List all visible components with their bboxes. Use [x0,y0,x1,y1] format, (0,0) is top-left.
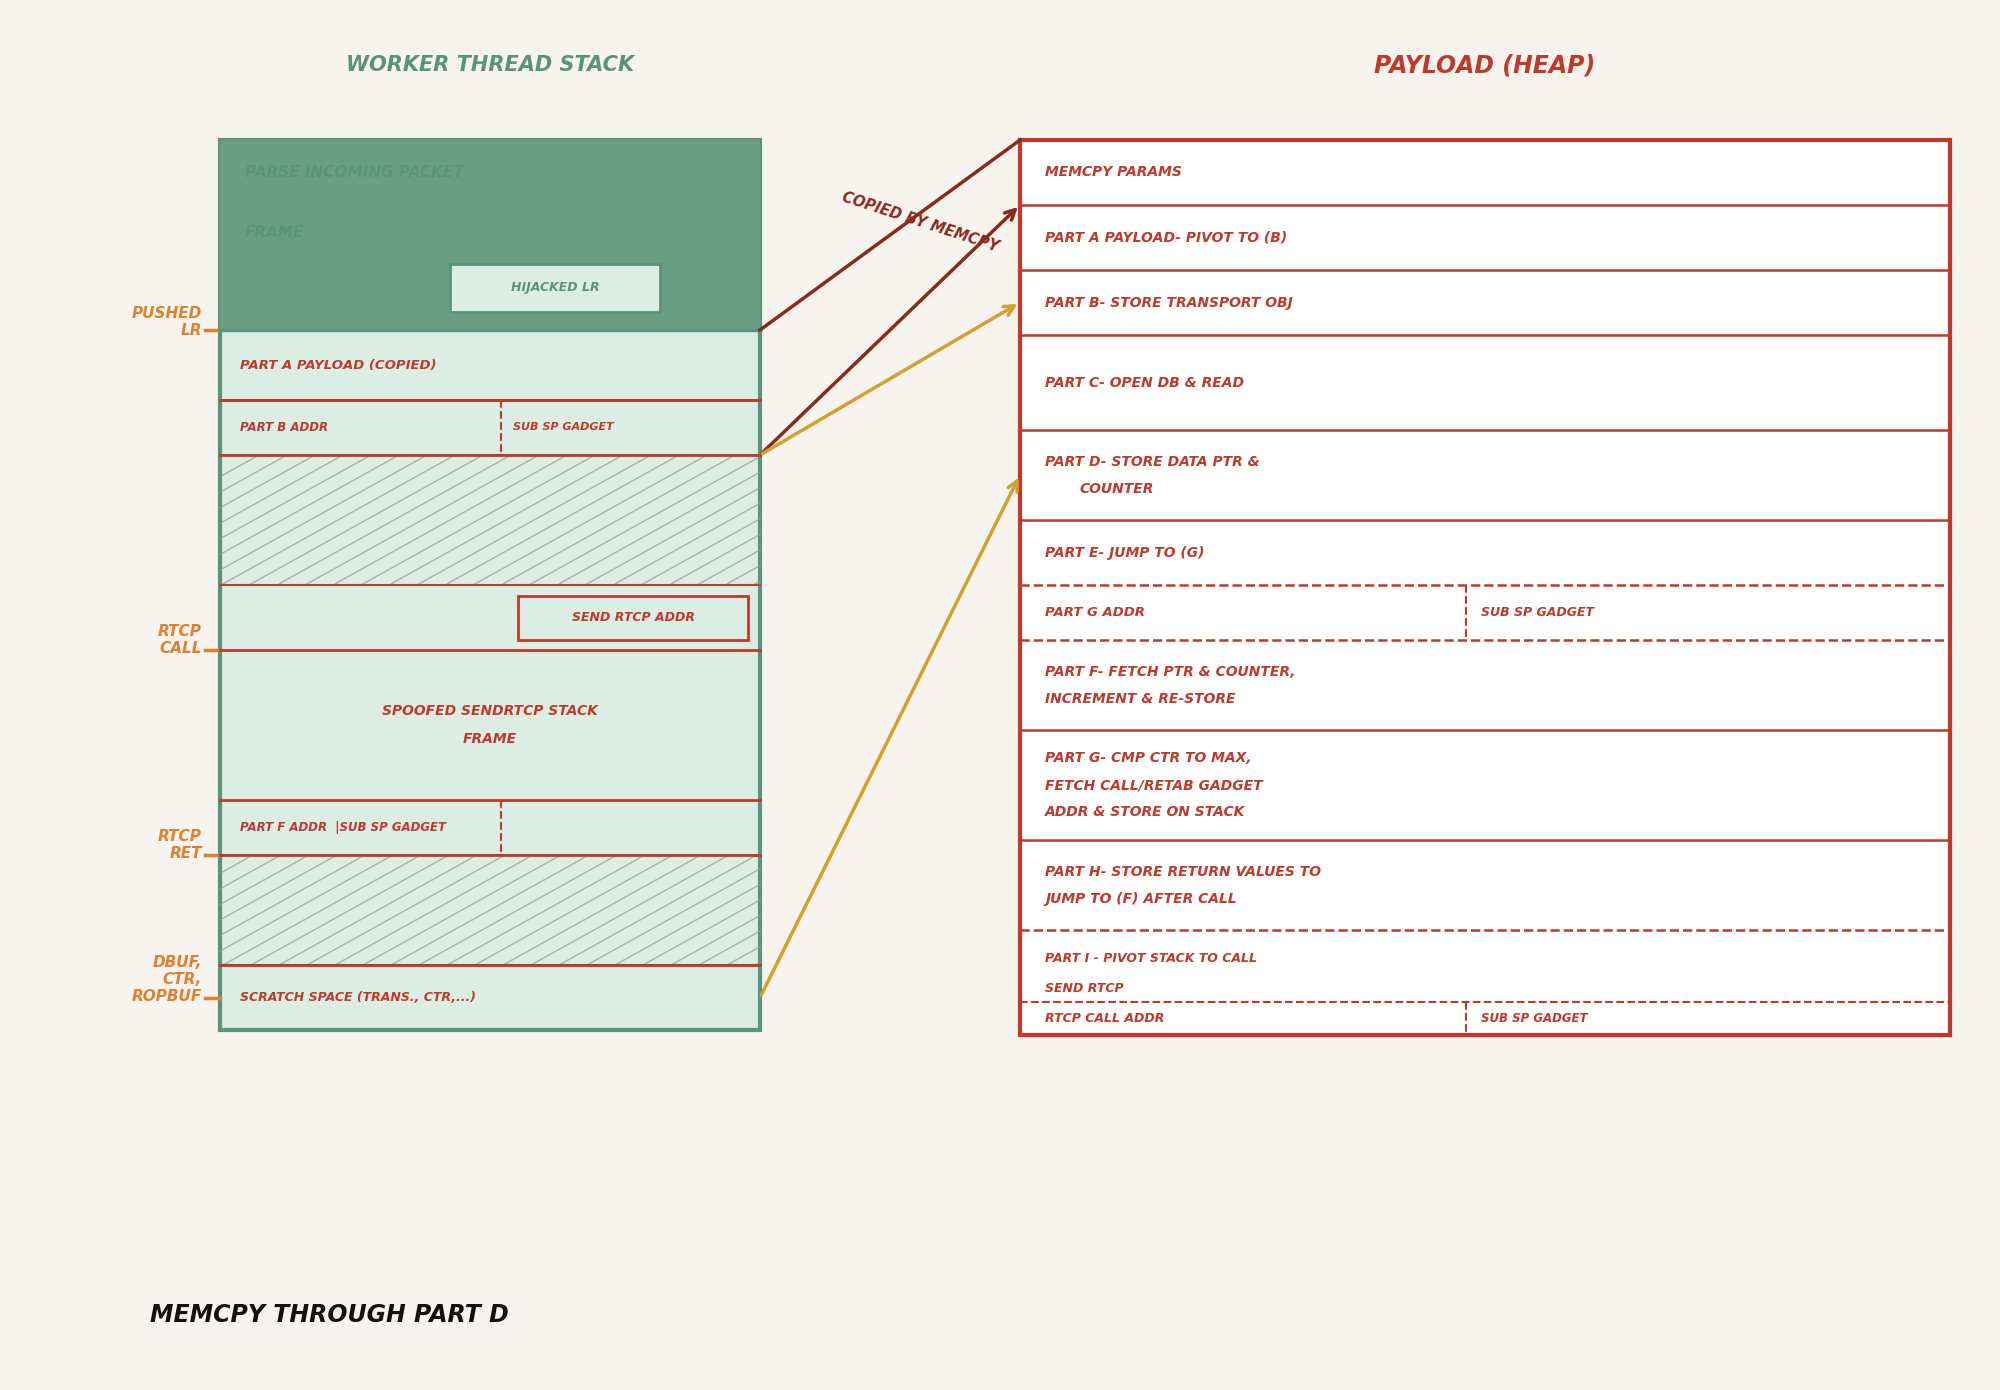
Text: PART G- CMP CTR TO MAX,: PART G- CMP CTR TO MAX, [1044,751,1252,764]
Text: PART F- FETCH PTR & COUNTER,: PART F- FETCH PTR & COUNTER, [1044,664,1296,678]
Text: SUB SP GADGET: SUB SP GADGET [1482,606,1594,619]
Text: PART C- OPEN DB & READ: PART C- OPEN DB & READ [1044,375,1244,389]
Bar [518,595,748,639]
Text: PART B- STORE TRANSPORT OBJ: PART B- STORE TRANSPORT OBJ [1044,296,1292,310]
Text: FRAME: FRAME [462,733,518,746]
Text: PART D- STORE DATA PTR &: PART D- STORE DATA PTR & [1044,455,1260,468]
Text: RTCP CALL ADDR: RTCP CALL ADDR [1044,1012,1164,1024]
Text: SUB SP GADGET: SUB SP GADGET [512,423,614,432]
Text: FETCH CALL/RETAB GADGET: FETCH CALL/RETAB GADGET [1044,778,1262,792]
Text: PUSHED
LR: PUSHED LR [132,306,202,338]
Text: PART H- STORE RETURN VALUES TO: PART H- STORE RETURN VALUES TO [1044,865,1320,878]
Text: PART A PAYLOAD (COPIED): PART A PAYLOAD (COPIED) [240,359,436,371]
Text: PARSE INCOMING PACKET: PARSE INCOMING PACKET [246,165,464,179]
Text: PART F ADDR  |SUB SP GADGET: PART F ADDR |SUB SP GADGET [240,821,446,834]
Text: SEND RTCP: SEND RTCP [1044,981,1124,995]
Text: DBUF,
CTR,
ROPBUF: DBUF, CTR, ROPBUF [132,955,202,1005]
Text: SUB SP GADGET: SUB SP GADGET [1482,1012,1588,1024]
Text: PART G ADDR: PART G ADDR [1044,606,1144,619]
Text: PART E- JUMP TO (G): PART E- JUMP TO (G) [1044,545,1204,560]
Text: RTCP
RET: RTCP RET [158,828,202,862]
Text: PAYLOAD (HEAP): PAYLOAD (HEAP) [1374,53,1596,76]
Text: COUNTER: COUNTER [1080,481,1154,495]
Text: HIJACKED LR: HIJACKED LR [510,282,600,295]
Text: SCRATCH SPACE (TRANS., CTR,...): SCRATCH SPACE (TRANS., CTR,...) [240,991,476,1004]
Text: SPOOFED SENDRTCP STACK: SPOOFED SENDRTCP STACK [382,703,598,719]
Text: ADDR & STORE ON STACK: ADDR & STORE ON STACK [1044,805,1246,819]
Text: PART I - PIVOT STACK TO CALL: PART I - PIVOT STACK TO CALL [1044,952,1258,965]
Bar [1020,140,1950,1036]
Bar [220,140,760,1030]
Text: WORKER THREAD STACK: WORKER THREAD STACK [346,56,634,75]
Text: SEND RTCP ADDR: SEND RTCP ADDR [572,612,694,624]
Text: MEMCPY THROUGH PART D: MEMCPY THROUGH PART D [150,1302,508,1327]
Text: JUMP TO (F) AFTER CALL: JUMP TO (F) AFTER CALL [1044,891,1236,905]
Text: COPIED BY MEMCPY: COPIED BY MEMCPY [840,190,1000,254]
Text: FRAME: FRAME [246,225,304,240]
Text: RTCP
CALL: RTCP CALL [158,624,202,656]
Text: INCREMENT & RE-STORE: INCREMENT & RE-STORE [1044,691,1236,706]
Text: PART A PAYLOAD- PIVOT TO (B): PART A PAYLOAD- PIVOT TO (B) [1044,231,1288,245]
Text: MEMCPY PARAMS: MEMCPY PARAMS [1044,165,1182,179]
Bar [220,140,760,329]
Bar [450,264,660,311]
Text: PART B ADDR: PART B ADDR [240,421,328,434]
